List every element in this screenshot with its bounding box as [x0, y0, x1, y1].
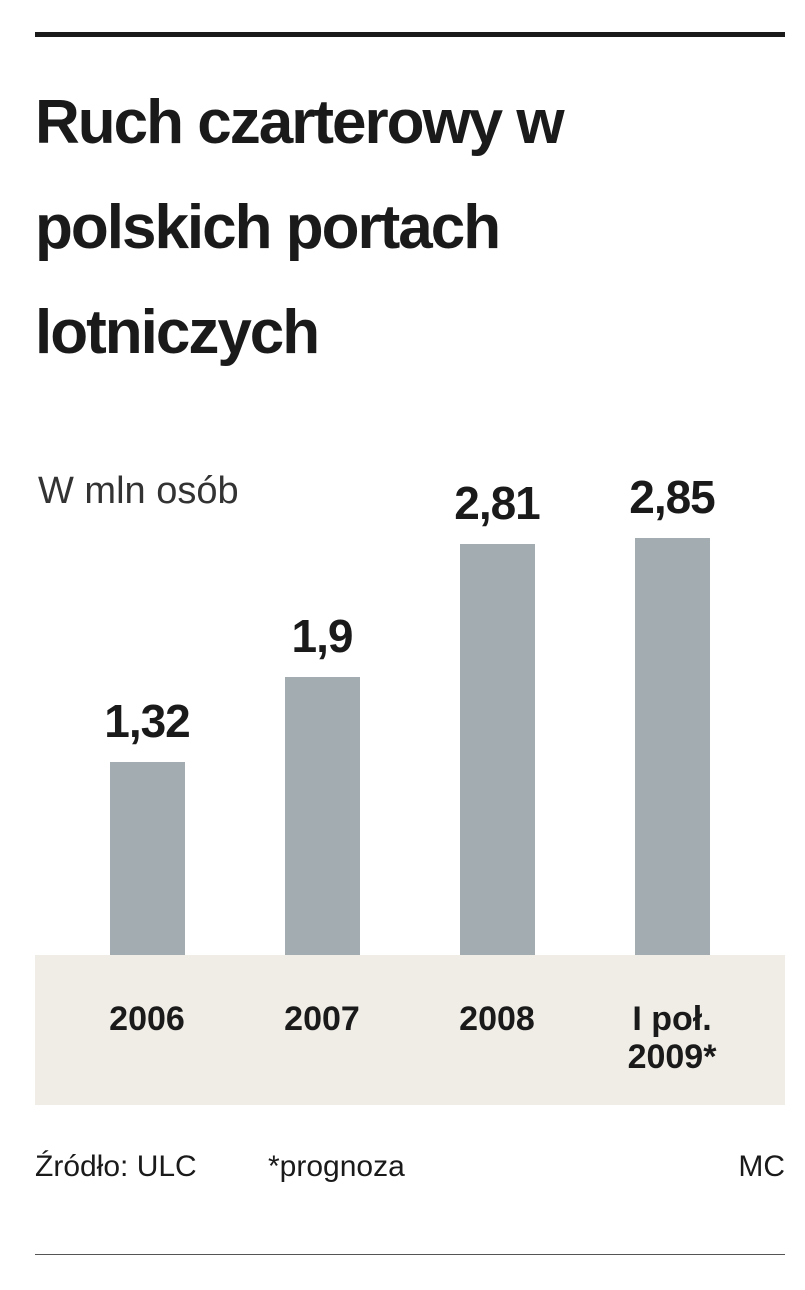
- value-label: 1,9: [291, 610, 354, 663]
- x-tick-label: 2006: [109, 1000, 185, 1038]
- category-band: [35, 955, 785, 1105]
- value-label: 1,32: [104, 694, 191, 747]
- chart-title: Ruch czarterowy w polskich portach lotni…: [35, 88, 565, 367]
- x-tick-label: 2007: [284, 1000, 360, 1038]
- bar: [284, 677, 360, 955]
- bar: [634, 538, 710, 955]
- note: *prognoza: [268, 1150, 405, 1183]
- bar: [109, 761, 185, 955]
- x-tick-label: I poł. 2009*: [627, 1000, 717, 1076]
- chart-subtitle: W mln osób: [38, 470, 239, 512]
- source: Źródło: ULC: [35, 1150, 197, 1183]
- x-tick-label: 2008: [459, 1000, 535, 1038]
- value-label: 2,81: [454, 476, 541, 529]
- bar: [459, 543, 535, 955]
- value-label: 2,85: [629, 471, 716, 524]
- credit: MC: [738, 1150, 785, 1183]
- top-rule: [35, 32, 785, 37]
- bottom-rule: [35, 1254, 785, 1255]
